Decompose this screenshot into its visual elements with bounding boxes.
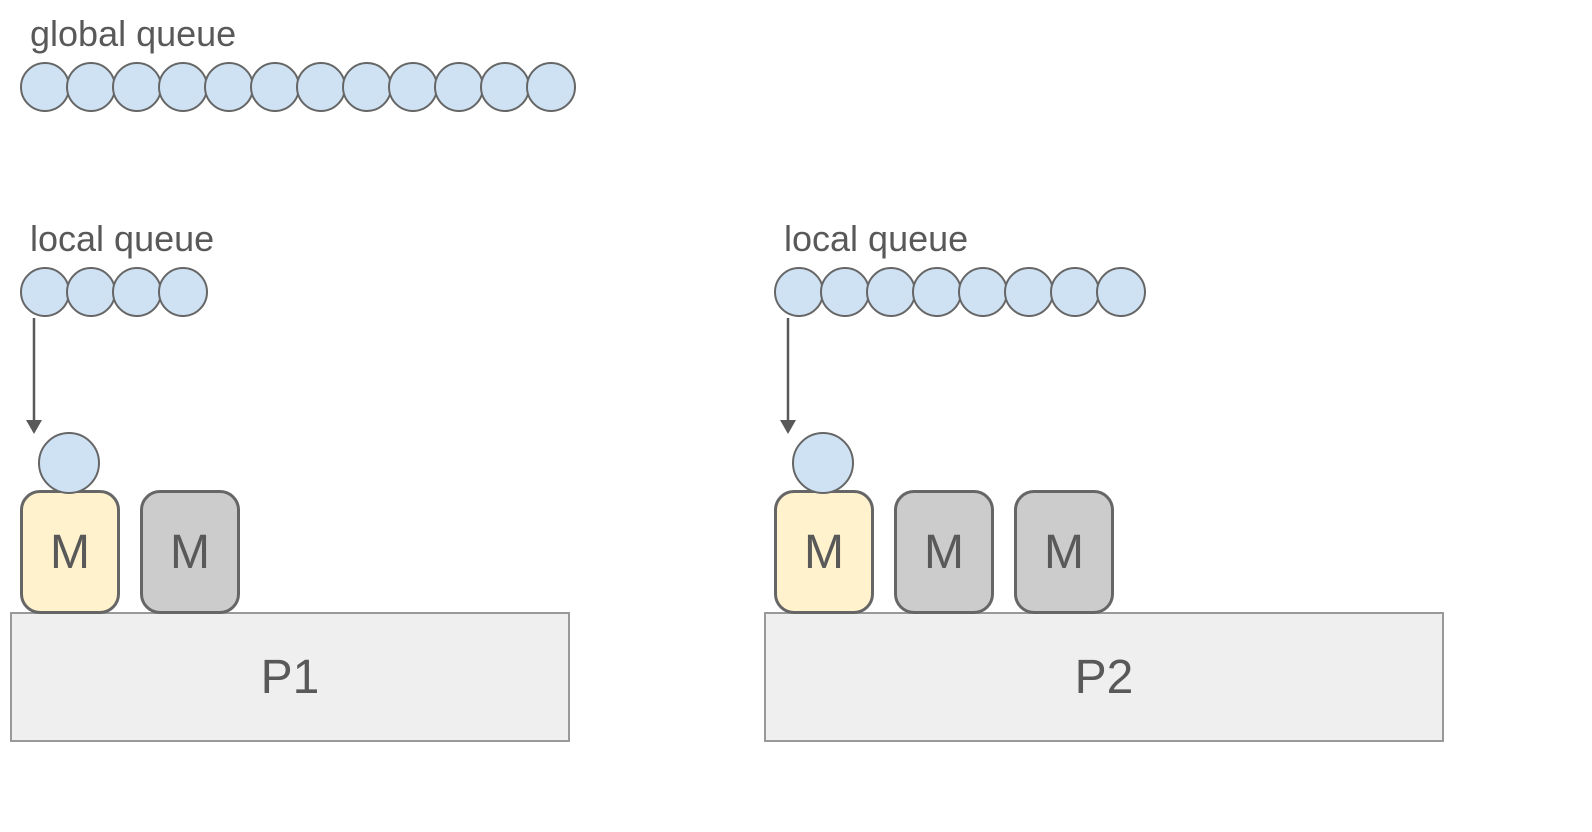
queue-circle: [1004, 267, 1054, 317]
queue-circle: [204, 62, 254, 112]
queue-circle: [388, 62, 438, 112]
queue-circle: [66, 62, 116, 112]
queue-circle: [480, 62, 530, 112]
queue-circle: [866, 267, 916, 317]
local-queue-row: [20, 267, 208, 317]
m-box: M: [1014, 490, 1114, 614]
queue-circle: [158, 267, 208, 317]
arrow-down-icon: [19, 318, 49, 436]
global-queue-label: global queue: [30, 13, 236, 55]
running-goroutine-circle: [38, 432, 100, 494]
queue-circle: [912, 267, 962, 317]
queue-circle: [66, 267, 116, 317]
queue-circle: [820, 267, 870, 317]
queue-circle: [958, 267, 1008, 317]
queue-circle: [20, 62, 70, 112]
running-goroutine-circle: [792, 432, 854, 494]
global-queue-row: [20, 62, 576, 112]
queue-circle: [1050, 267, 1100, 317]
queue-circle: [158, 62, 208, 112]
m-box: M: [774, 490, 874, 614]
queue-circle: [296, 62, 346, 112]
arrow-down-icon: [773, 318, 803, 436]
local-queue-label: local queue: [784, 218, 968, 260]
local-queue-label: local queue: [30, 218, 214, 260]
m-box: M: [20, 490, 120, 614]
queue-circle: [526, 62, 576, 112]
diagram-canvas: global queuelocal queueP1MMlocal queueP2…: [0, 0, 1592, 832]
queue-circle: [112, 62, 162, 112]
processor-box: P1: [10, 612, 570, 742]
queue-circle: [250, 62, 300, 112]
m-box: M: [140, 490, 240, 614]
queue-circle: [342, 62, 392, 112]
queue-circle: [434, 62, 484, 112]
m-box: M: [894, 490, 994, 614]
queue-circle: [20, 267, 70, 317]
queue-circle: [112, 267, 162, 317]
queue-circle: [1096, 267, 1146, 317]
queue-circle: [774, 267, 824, 317]
processor-box: P2: [764, 612, 1444, 742]
local-queue-row: [774, 267, 1146, 317]
